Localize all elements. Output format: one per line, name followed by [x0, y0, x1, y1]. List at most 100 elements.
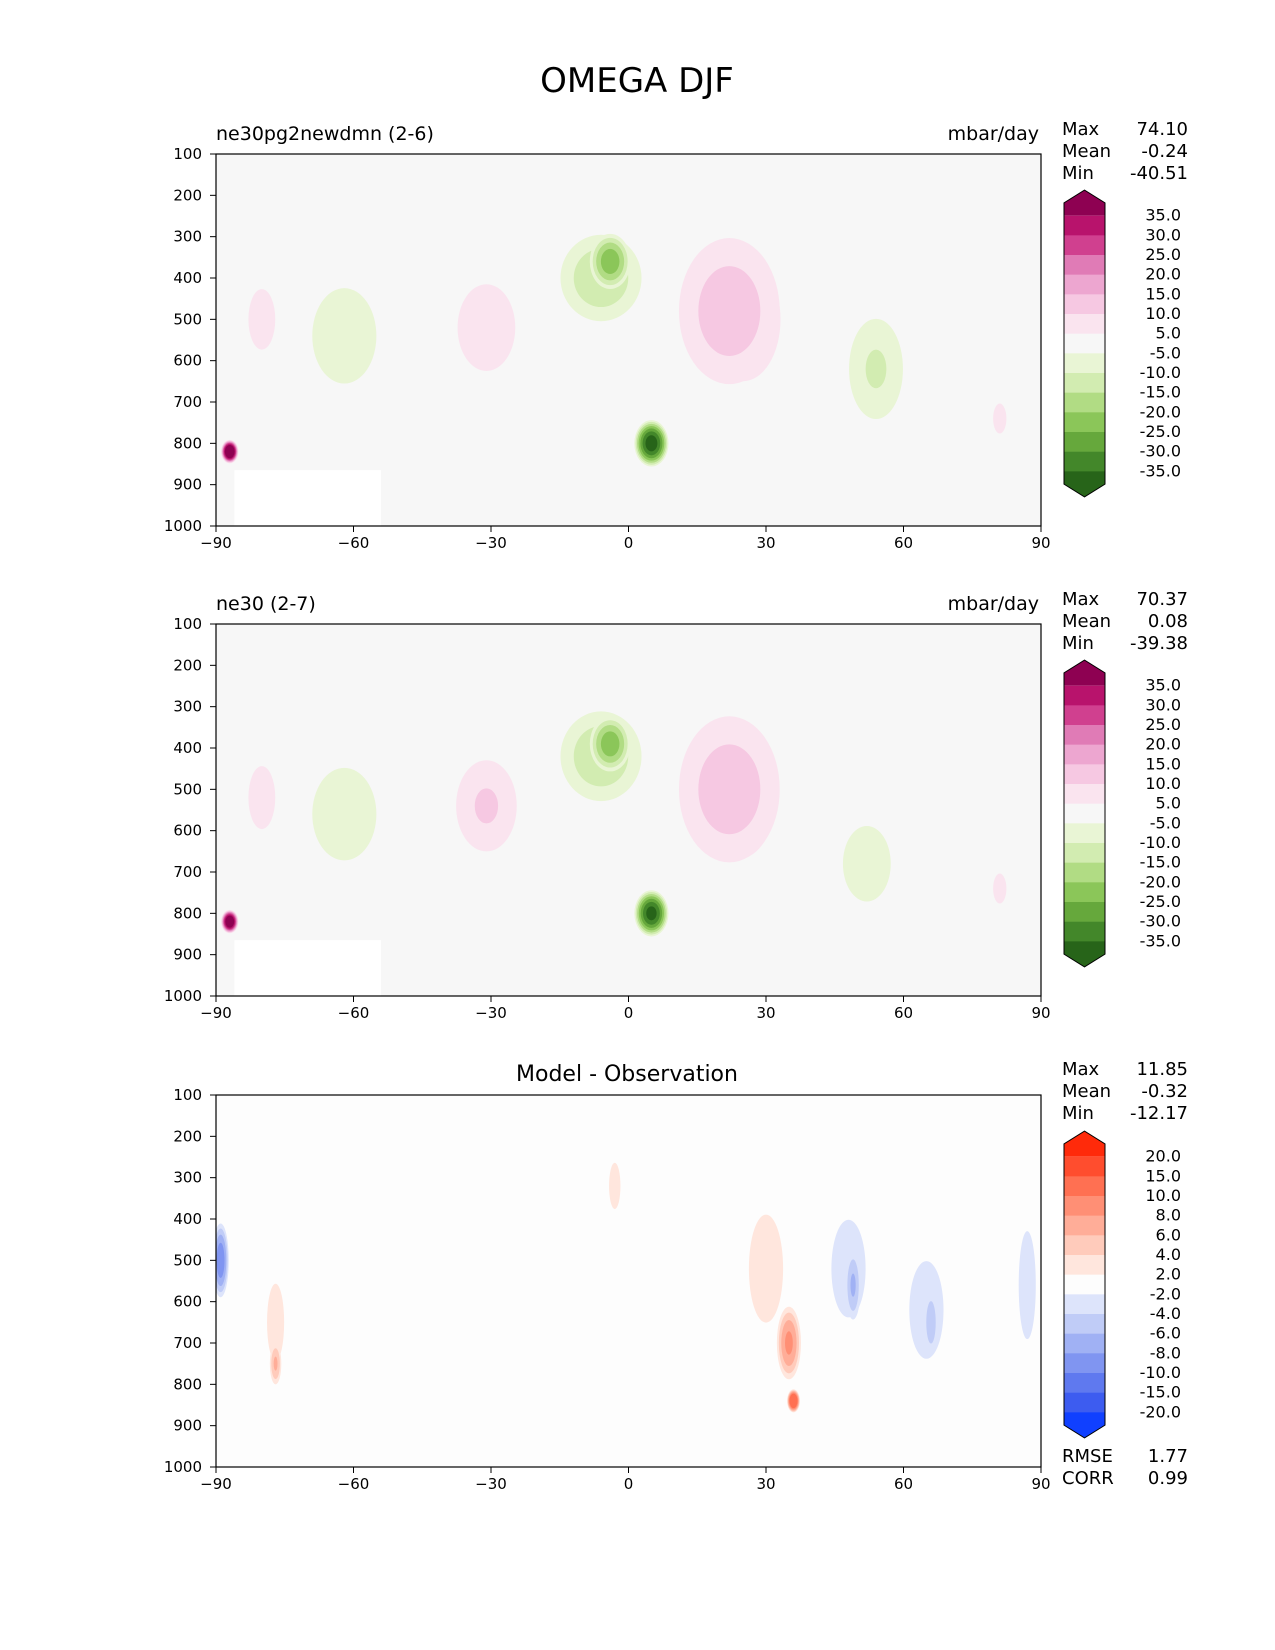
colorbar-band: [1064, 1196, 1105, 1216]
colorbar-band: [1064, 685, 1105, 706]
x-tick-label: 90: [1031, 1475, 1050, 1493]
contour-band: [926, 1301, 936, 1344]
panel-2-axes: −90 −60 −30 0 30 60 90 100 200 300 400 500 600 700 800…: [164, 615, 1051, 1022]
missing-data-mask: [234, 470, 381, 526]
colorbar-band: [1064, 215, 1105, 236]
x-tick-label: 90: [1031, 534, 1050, 552]
contour-band: [224, 444, 235, 459]
colorbar-band: [1064, 1333, 1105, 1354]
figure-title: OMEGA DJF: [540, 61, 734, 101]
stat-max-label: Max: [1062, 589, 1100, 610]
colorbar-label: -25.0: [1140, 892, 1181, 911]
colorbar-label: -10.0: [1140, 833, 1181, 852]
colorbar-label: -10.0: [1140, 1363, 1181, 1382]
contour-band: [474, 788, 499, 824]
y-tick-label: 800: [173, 904, 202, 922]
colorbar-extend-max: [1064, 190, 1105, 216]
y-tick-label: 700: [173, 863, 202, 881]
panel-3-colorbar: 20.015.010.08.06.04.02.0-2.0-4.0-6.0-8.0…: [1063, 1130, 1181, 1439]
panel-3-stats: Max 11.85 Mean -0.32 Min -12.17 RMSE 1.7…: [1062, 1059, 1188, 1489]
colorbar-band: [1064, 432, 1105, 452]
colorbar-band: [1064, 294, 1105, 315]
colorbar-band: [1064, 373, 1105, 393]
contour-band: [312, 767, 377, 861]
x-tick-label: 30: [756, 1475, 775, 1493]
colorbar-label: -6.0: [1150, 1324, 1181, 1343]
colorbar-label: 15.0: [1145, 754, 1181, 773]
x-tick-label: 0: [624, 1475, 634, 1493]
contour-band: [600, 731, 620, 757]
contour-band: [993, 873, 1007, 904]
stat-min-value: -39.38: [1130, 633, 1188, 654]
contour-field-group: [216, 1162, 1036, 1413]
stat-corr-value: 0.99: [1148, 1468, 1188, 1489]
panel-3-contour-field: [216, 1095, 1041, 1467]
stat-rmse-label: RMSE: [1062, 1446, 1113, 1467]
colorbar-band: [1064, 784, 1105, 804]
colorbar-band: [1064, 1274, 1105, 1295]
colorbar-band: [1064, 862, 1105, 883]
y-tick-label: 300: [173, 1169, 202, 1187]
panel-2-title: ne30 (2-7): [216, 593, 316, 615]
stat-corr-label: CORR: [1062, 1468, 1114, 1489]
y-tick-label: 600: [173, 1293, 202, 1311]
y-tick-label: 700: [173, 1334, 202, 1352]
y-tick-label: 400: [173, 739, 202, 757]
y-tick-label: 800: [173, 1375, 202, 1393]
stat-max-label: Max: [1062, 1059, 1100, 1080]
colorbar-band: [1064, 1156, 1105, 1177]
y-tick-label: 100: [173, 1086, 202, 1104]
colorbar-label: -35.0: [1140, 931, 1181, 950]
colorbar-label: -25.0: [1140, 422, 1181, 441]
colorbar-extend-min: [1064, 941, 1105, 967]
colorbar-label: -15.0: [1140, 853, 1181, 872]
panel-1-contour-field: [216, 154, 1041, 526]
colorbar-label: 10.0: [1145, 304, 1181, 323]
colorbar-band: [1064, 921, 1105, 942]
y-tick-label: 500: [173, 1251, 202, 1269]
colorbar-label: -30.0: [1140, 442, 1181, 461]
panel-2-units: mbar/day: [948, 593, 1039, 615]
stat-max-value: 70.37: [1136, 589, 1188, 610]
y-tick-label: 300: [173, 228, 202, 246]
colorbar-label: 25.0: [1145, 245, 1181, 264]
colorbar-band: [1064, 1215, 1105, 1236]
colorbar-band: [1064, 823, 1105, 844]
x-tick-label: −60: [338, 534, 370, 552]
contour-band: [785, 1331, 793, 1355]
colorbar-label: 35.0: [1145, 206, 1181, 225]
contour-band: [865, 349, 887, 389]
y-tick-label: 400: [173, 1210, 202, 1228]
panel-1-stats: Max 74.10 Mean -0.24 Min -40.51: [1062, 119, 1188, 184]
colorbar-band: [1064, 274, 1105, 295]
colorbar-extend-min: [1064, 471, 1105, 497]
x-tick-label: 30: [756, 1004, 775, 1022]
colorbar-band: [1064, 1314, 1105, 1334]
stat-min-label: Min: [1062, 633, 1094, 654]
y-tick-label: 200: [173, 186, 202, 204]
colorbar-band: [1064, 843, 1105, 863]
colorbar-band: [1064, 1373, 1105, 1393]
y-tick-label: 900: [173, 1417, 202, 1435]
stat-mean-value: 0.08: [1148, 611, 1188, 632]
stat-mean-value: -0.24: [1141, 141, 1188, 162]
colorbar-band: [1064, 803, 1105, 824]
x-tick-label: 60: [894, 1004, 913, 1022]
x-tick-label: −30: [475, 1004, 507, 1022]
colorbar-label: 20.0: [1145, 1147, 1181, 1166]
panel-2-stats: Max 70.37 Mean 0.08 Min -39.38: [1062, 589, 1188, 654]
colorbar-outline: [1063, 189, 1106, 498]
contour-band: [698, 266, 761, 356]
colorbar-extend-max: [1064, 1131, 1105, 1157]
panel-1-title: ne30pg2newdmn (2-6): [216, 123, 434, 145]
colorbar-band: [1064, 1294, 1105, 1315]
colorbar-label: -5.0: [1150, 813, 1181, 832]
colorbar-label: -20.0: [1140, 1402, 1181, 1421]
colorbar-label: 4.0: [1156, 1245, 1181, 1264]
colorbar-band: [1064, 764, 1105, 785]
stat-min-value: -40.51: [1130, 163, 1188, 184]
colorbar-label: 6.0: [1156, 1225, 1181, 1244]
contour-band: [248, 289, 276, 350]
x-tick-label: 90: [1031, 1004, 1050, 1022]
